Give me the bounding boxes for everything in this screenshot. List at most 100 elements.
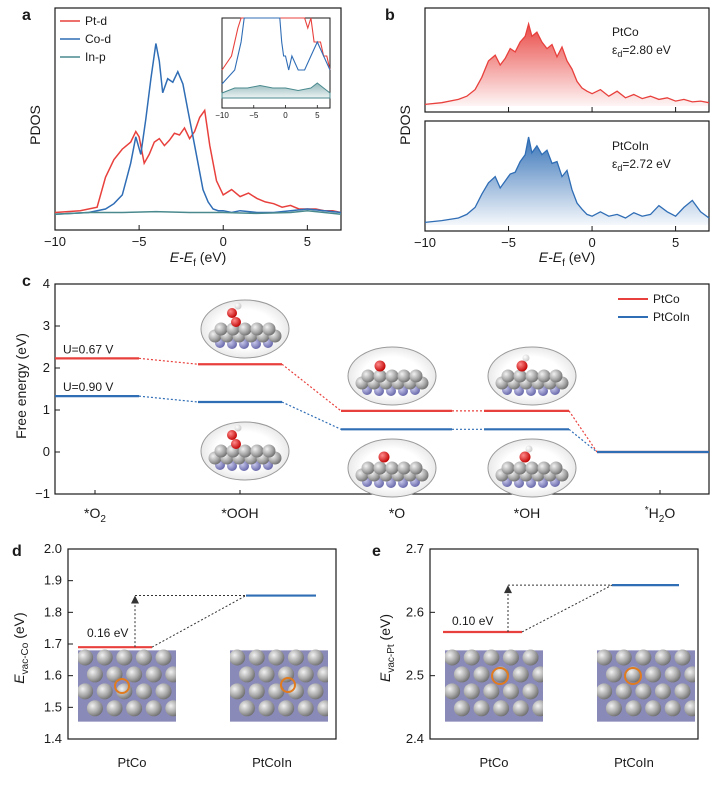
connector bbox=[151, 595, 247, 648]
ytick-label: 1.6 bbox=[44, 668, 62, 683]
category-label: PtCo bbox=[118, 755, 147, 770]
panel-b-eps-ptcoin: εd=2.72 eV bbox=[612, 157, 671, 173]
inset-series bbox=[221, 17, 331, 99]
panel-b-eps-ptco: εd=2.80 eV bbox=[612, 43, 671, 59]
xtick-label: 5 bbox=[672, 235, 679, 250]
panel-e-frame bbox=[429, 548, 699, 740]
co-vacancy-marker-ptco bbox=[114, 678, 130, 694]
category-label: *O2 bbox=[84, 505, 106, 525]
category-label: *OH bbox=[514, 505, 540, 521]
panel-label-c: c bbox=[22, 273, 31, 290]
connector bbox=[521, 584, 613, 633]
ytick-label: 4 bbox=[43, 276, 50, 291]
ptco-surface-d bbox=[78, 649, 176, 722]
ytick-label: 1.9 bbox=[44, 573, 62, 588]
category-label: *H2O bbox=[645, 505, 676, 525]
legend-label-ptco: PtCo bbox=[653, 292, 680, 306]
panel-b-xticks: −10 −5 0 5 bbox=[414, 107, 679, 250]
connector-ptco bbox=[281, 363, 342, 412]
pdos-line-ptco bbox=[424, 21, 710, 106]
legend-label-in-p: In-p bbox=[85, 50, 106, 64]
ytick-label: 2.5 bbox=[406, 668, 424, 683]
panel-e: e Evac-Pt (eV) 2.4 2.5 2.6 2.7 PtCo PtCoIn 0.… bbox=[372, 541, 699, 770]
inset-area-in-p bbox=[221, 82, 331, 99]
xtick-label: 0 bbox=[220, 234, 227, 249]
panel-label-d: d bbox=[12, 543, 22, 560]
pdos-line-co-d bbox=[54, 43, 342, 215]
legend-label-pt-d: Pt-d bbox=[85, 14, 107, 28]
ytick-label: 2.0 bbox=[44, 541, 62, 556]
ytick-label: 2 bbox=[43, 360, 50, 375]
category-label: PtCo bbox=[480, 755, 509, 770]
panel-b-label-ptcoin: PtCoIn bbox=[612, 139, 649, 153]
pdos-line-in-p bbox=[54, 209, 342, 215]
ytick-label: 1.8 bbox=[44, 604, 62, 619]
xtick-label: −10 bbox=[44, 234, 66, 249]
panel-d-plot: 1.4 1.5 1.6 1.7 1.8 1.9 2.0 PtCo PtCoIn bbox=[44, 541, 316, 770]
ytick-label: −1 bbox=[35, 486, 50, 501]
xtick-label: −10 bbox=[414, 235, 436, 250]
ytick-label: 1 bbox=[43, 402, 50, 417]
connector-ptco bbox=[138, 357, 199, 365]
pt-vacancy-marker-ptco bbox=[491, 667, 509, 685]
panel-c-yticks: −1 0 1 2 3 4 bbox=[35, 276, 60, 501]
panel-a-legend: Pt-d Co-d In-p bbox=[60, 14, 111, 64]
xtick-label: −5 bbox=[132, 234, 147, 249]
ooh-ptcoin-structure bbox=[200, 421, 290, 481]
o-ptco-structure bbox=[347, 346, 437, 406]
panel-d-ylabel: Evac-Co (eV) bbox=[11, 612, 31, 683]
legend-label-co-d: Co-d bbox=[85, 32, 111, 46]
ytick-label: 1.4 bbox=[44, 731, 62, 746]
category-label: PtCoIn bbox=[252, 755, 292, 770]
ytick-label: 1.5 bbox=[44, 699, 62, 714]
xtick-label: 0 bbox=[588, 235, 595, 250]
inset-xtick-label: −10 bbox=[215, 111, 229, 120]
panel-a-series bbox=[54, 43, 342, 215]
inset-xtick-label: 5 bbox=[315, 111, 320, 120]
connector-ptco bbox=[568, 410, 598, 453]
panel-label-e: e bbox=[372, 543, 381, 560]
panel-a: a PDOS −10 −5 0 5 E-Ef (eV) Pt-d Co-d In-p … bbox=[22, 7, 342, 269]
panel-b-xlabel: E-Ef (eV) bbox=[539, 249, 595, 269]
panel-c-categories: *O2 *OOH *O *OH *H2O bbox=[84, 490, 675, 525]
ptcoin-surface-e bbox=[597, 649, 695, 722]
panel-a-frame bbox=[54, 7, 342, 231]
pdos-line-pt-d bbox=[54, 108, 342, 214]
ytick-label: 2.7 bbox=[406, 541, 424, 556]
panel-e-plot: 2.4 2.5 2.6 2.7 PtCo PtCoIn bbox=[406, 541, 679, 770]
xtick-label: 5 bbox=[304, 234, 311, 249]
panel-c-legend: PtCo PtCoIn bbox=[618, 292, 690, 324]
connector-ptcoin bbox=[281, 401, 342, 430]
ytick-label: 3 bbox=[43, 318, 50, 333]
panel-b-ylabel: PDOS bbox=[397, 105, 413, 145]
pdos-area-ptcoin bbox=[425, 137, 709, 225]
connector-ptcoin bbox=[138, 395, 199, 403]
pdos-area-ptco bbox=[425, 24, 709, 106]
ptco-surface-e bbox=[445, 649, 543, 722]
panel-b-bottom-frame bbox=[424, 120, 710, 232]
inset-xticks: −10 −5 0 5 bbox=[215, 105, 320, 120]
oh-ptcoin-structure bbox=[487, 438, 577, 498]
panel-c-ylabel: Free energy (eV) bbox=[13, 333, 29, 439]
pt-vacancy-marker-ptcoin bbox=[624, 667, 642, 685]
legend-label-ptcoin: PtCoIn bbox=[653, 310, 690, 324]
oh-ptco-structure bbox=[487, 346, 577, 406]
panel-a-inset: −10 −5 0 5 bbox=[215, 17, 331, 120]
pdos-line-ptcoin bbox=[424, 136, 710, 224]
ooh-ptco-structure bbox=[200, 299, 290, 359]
category-label: PtCoIn bbox=[614, 755, 654, 770]
panel-b-series bbox=[424, 21, 710, 225]
panel-b: b PDOS −10 −5 0 5 PtCo εd=2.80 eV PtCoIn εd… bbox=[385, 7, 710, 269]
ytick-label: 1.7 bbox=[44, 636, 62, 651]
panel-d: d Evac-Co (eV) 1.4 1.5 1.6 1.7 1.8 1.9 2.0 PtCo… bbox=[11, 541, 337, 770]
inset-xtick-label: −5 bbox=[249, 111, 259, 120]
inset-line-co-d bbox=[221, 17, 331, 85]
panel-a-xticks: −10 −5 0 5 bbox=[44, 225, 311, 249]
panel-a-xlabel: E-Ef (eV) bbox=[170, 249, 226, 269]
panel-d-annotation: 0.16 eV bbox=[87, 626, 128, 640]
ytick-label: 0 bbox=[43, 444, 50, 459]
delta-arrow-head bbox=[504, 585, 512, 594]
o-ptcoin-structure bbox=[347, 438, 437, 498]
category-label: *O bbox=[389, 505, 405, 521]
